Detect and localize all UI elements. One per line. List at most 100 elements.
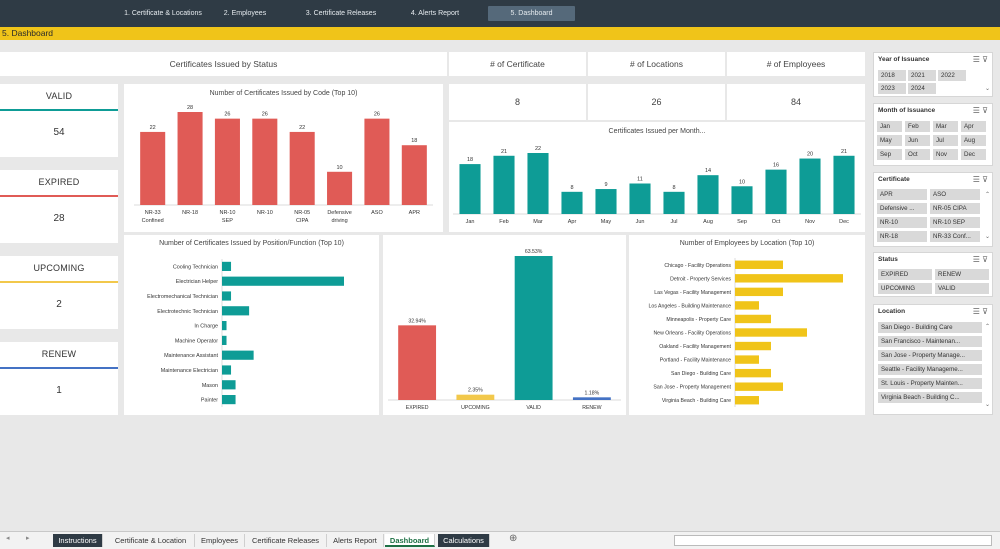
- category-label: Aug: [703, 219, 713, 225]
- bar: [222, 350, 254, 360]
- category-label: Maintenance Assistant: [164, 353, 218, 359]
- slicer-month-chip[interactable]: May: [877, 135, 902, 146]
- bar: [493, 155, 515, 214]
- slicer-certificate-chip[interactable]: APR: [877, 189, 927, 200]
- slicer-chip[interactable]: VALID: [935, 283, 989, 294]
- bar: [735, 274, 843, 283]
- category-label: Feb: [499, 219, 508, 225]
- bar: [833, 155, 855, 214]
- slicer-chip[interactable]: EXPIRED: [878, 269, 932, 280]
- tab-employees[interactable]: Employees: [195, 534, 245, 547]
- slicer-month-chip[interactable]: Jul: [933, 135, 958, 146]
- chart-status-svg: 32.94% EXPIRED 2.35% UPCOMING 63.53% VALID 1.1…: [388, 249, 621, 411]
- slicer-chip[interactable]: 2018: [878, 70, 906, 81]
- category-label: Oakland - Facility Management: [659, 344, 731, 350]
- data-label: 22: [299, 125, 305, 131]
- slicer-location-chip[interactable]: San Jose - Property Manage...: [878, 350, 982, 361]
- slicer-certificate-chip[interactable]: NR-05 CIPA: [930, 203, 980, 214]
- nav-certificate-locations-button[interactable]: 1. Certificate & Locations: [124, 10, 202, 17]
- status-card-expired: EXPIRED 28: [0, 170, 118, 243]
- slicer-chip[interactable]: 2023: [878, 83, 906, 94]
- slicer-certificate-chip[interactable]: ASO: [930, 189, 980, 200]
- status-value-valid: 54: [53, 127, 65, 138]
- slicer-chip[interactable]: UPCOMING: [878, 283, 932, 294]
- slicer-month-chip[interactable]: Jan: [877, 121, 902, 132]
- slicer-year-multiselect-filter-icons[interactable]: ☰ ⊽: [972, 55, 988, 64]
- data-label: 10: [337, 165, 343, 171]
- kpi-certificate-header: # of Certificate: [449, 52, 586, 76]
- slicer-location-multiselect-filter-icons[interactable]: ☰ ⊽: [972, 307, 988, 316]
- bar: [222, 261, 232, 271]
- scroll-down-icon[interactable]: ⌄: [984, 86, 990, 92]
- slicer-month-chip[interactable]: Jun: [905, 135, 930, 146]
- slicer-certificate-chip[interactable]: NR-18: [877, 231, 927, 242]
- slicer-month-chip[interactable]: Feb: [905, 121, 930, 132]
- slicer-certificate-multiselect-filter-icons[interactable]: ☰ ⊽: [972, 175, 988, 184]
- add-sheet-icon[interactable]: ⊕: [509, 533, 518, 544]
- nav-certificate-releases-button[interactable]: 3. Certificate Releases: [305, 10, 377, 17]
- slicer-certificate-chip[interactable]: NR-10 SEP: [930, 217, 980, 228]
- kpi-employees-card: 84: [727, 84, 865, 120]
- slicer-status-multiselect-filter-icons[interactable]: ☰ ⊽: [972, 255, 988, 264]
- tab-dashboard[interactable]: Dashboard: [385, 534, 435, 547]
- tab-alerts-report[interactable]: Alerts Report: [327, 534, 384, 547]
- slicer-month-chip[interactable]: Aug: [961, 135, 986, 146]
- sheet-scroll-left-icon[interactable]: ◂: [6, 535, 10, 542]
- slicer-month-chip[interactable]: Apr: [961, 121, 986, 132]
- horizontal-scrollbar[interactable]: [674, 535, 992, 546]
- slicer-location-chip[interactable]: Seattle - Facility Manageme...: [878, 364, 982, 375]
- slicer-location-chip[interactable]: St. Louis - Property Mainten...: [878, 378, 982, 389]
- bar: [456, 394, 495, 400]
- slicer-month-chip[interactable]: Dec: [961, 149, 986, 160]
- chart-code-card: Number of Certificates Issued by Code (T…: [124, 84, 443, 232]
- slicer-certificate-chip[interactable]: NR-33 Conf...: [930, 231, 980, 242]
- category-label: Maintenance Electrician: [161, 368, 218, 374]
- sheet-scroll-right-icon[interactable]: ▸: [26, 535, 30, 542]
- data-label: 2.35%: [468, 388, 483, 394]
- slicer-chip[interactable]: 2024: [908, 83, 936, 94]
- bar: [527, 153, 549, 214]
- chart-code-title: Number of Certificates Issued by Code (T…: [209, 90, 358, 97]
- nav-alerts-report-button[interactable]: 4. Alerts Report: [410, 10, 460, 17]
- slicer-location-chip[interactable]: San Francisco - Maintenan...: [878, 336, 982, 347]
- slicer-month-chip[interactable]: Mar: [933, 121, 958, 132]
- bar: [735, 341, 771, 351]
- category-label: Los Angeles - Building Maintenance: [649, 303, 732, 309]
- category-label: San Diego - Building Care: [671, 371, 731, 377]
- category-label: Sep: [737, 219, 747, 225]
- status-divider: [0, 281, 118, 283]
- nav-dashboard-button[interactable]: 5. Dashboard: [488, 6, 575, 21]
- category-label: NR-10: [257, 210, 273, 216]
- bar: [561, 191, 583, 214]
- scroll-up-icon[interactable]: ⌃: [984, 192, 990, 198]
- data-label: 26: [262, 112, 268, 118]
- nav-employees-button[interactable]: 2. Employees: [223, 10, 267, 17]
- slicer-month-chip[interactable]: Oct: [905, 149, 930, 160]
- tab-certificate-releases[interactable]: Certificate Releases: [245, 534, 327, 547]
- scroll-down-icon[interactable]: ⌄: [984, 402, 990, 408]
- slicer-certificate-chip[interactable]: Defensive ...: [877, 203, 927, 214]
- bar: [572, 397, 611, 400]
- slicer-month-chip[interactable]: Nov: [933, 149, 958, 160]
- slicer-month-chip[interactable]: Sep: [877, 149, 902, 160]
- category-label: Electromechanical Technician: [147, 294, 218, 300]
- slicer-location: Location ☰ ⊽ San Diego - Building Care Sa…: [873, 304, 993, 415]
- slicer-chip[interactable]: 2022: [938, 70, 966, 81]
- scroll-down-icon[interactable]: ⌄: [984, 234, 990, 240]
- category-label: Nov: [805, 219, 815, 225]
- category-label: APR: [409, 210, 420, 216]
- status-value-renew: 1: [56, 385, 62, 396]
- slicer-chip[interactable]: 2021: [908, 70, 936, 81]
- tab-instructions[interactable]: Instructions: [53, 534, 103, 547]
- tab-certificate-location[interactable]: Certificate & Location: [107, 534, 195, 547]
- slicer-chip[interactable]: RENEW: [935, 269, 989, 280]
- top-navigation: 1. Certificate & Locations 2. Employees …: [0, 0, 1000, 27]
- scroll-up-icon[interactable]: ⌃: [984, 324, 990, 330]
- bar: [222, 380, 236, 390]
- bar: [222, 395, 236, 405]
- slicer-certificate-chip[interactable]: NR-10: [877, 217, 927, 228]
- tab-calculations[interactable]: Calculations: [438, 534, 490, 547]
- slicer-month-multiselect-filter-icons[interactable]: ☰ ⊽: [972, 106, 988, 115]
- slicer-location-chip[interactable]: San Diego - Building Care: [878, 322, 982, 333]
- slicer-location-chip[interactable]: Virginia Beach - Building C...: [878, 392, 982, 403]
